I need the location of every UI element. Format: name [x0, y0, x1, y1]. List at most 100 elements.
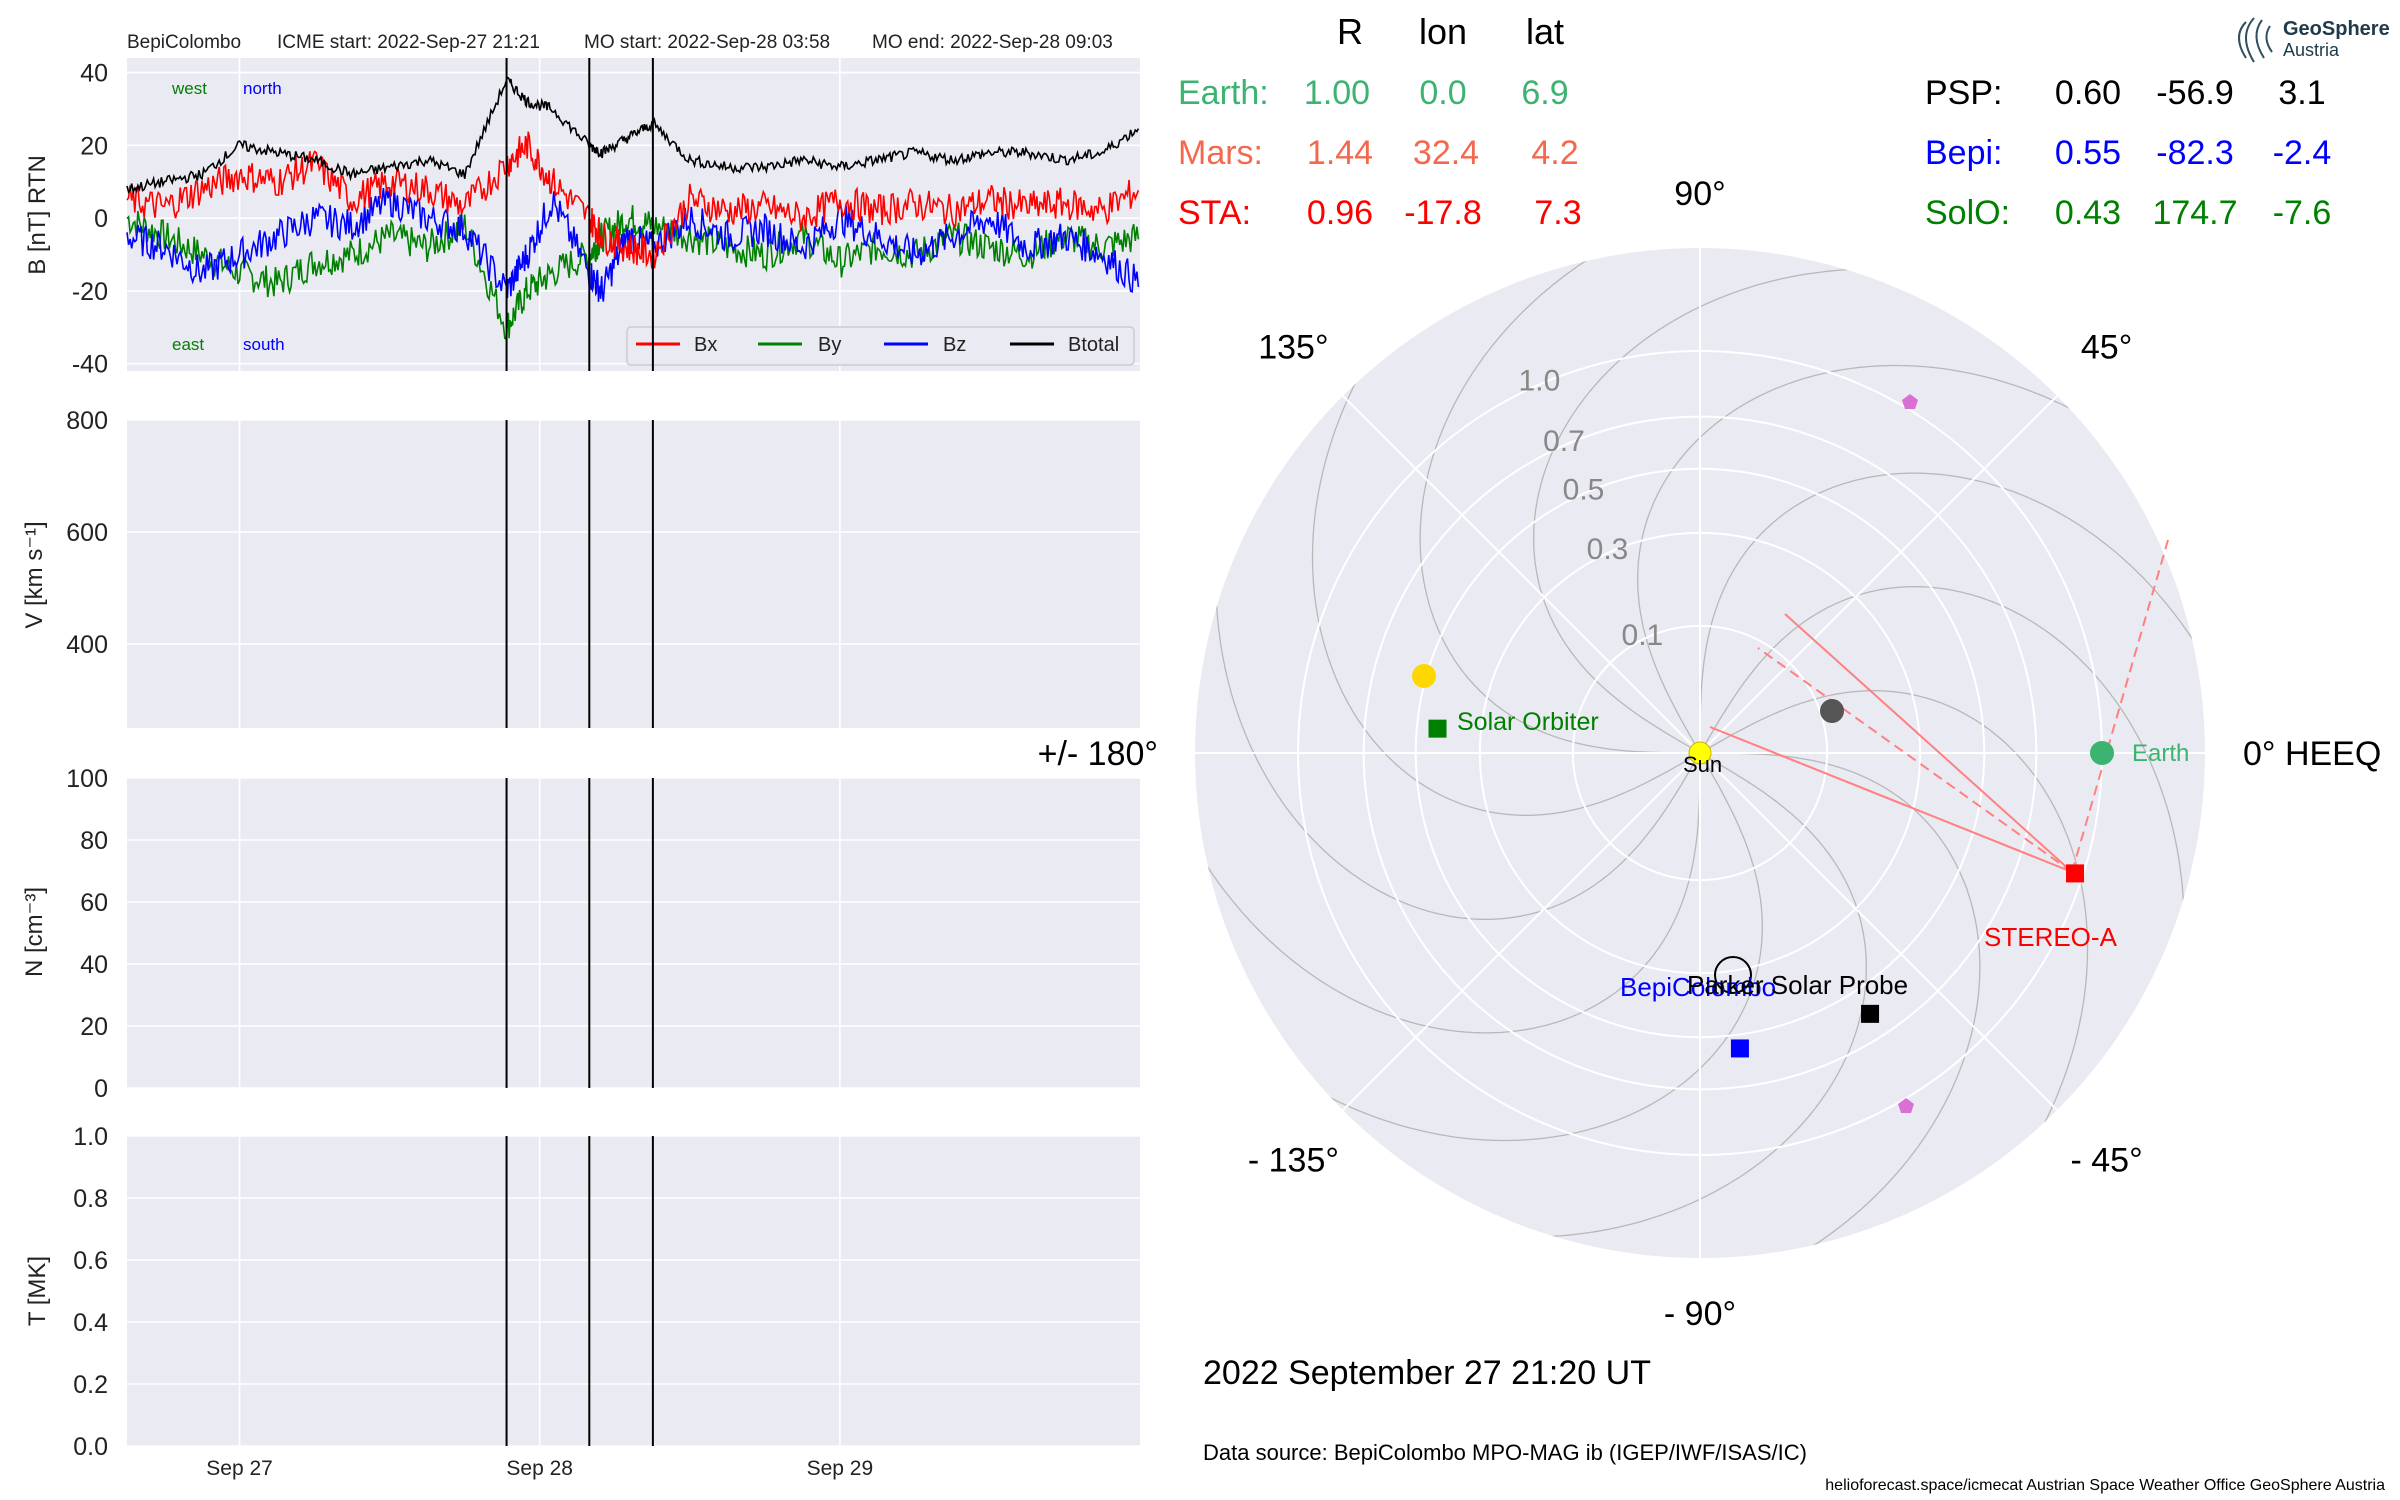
- speed-grid: [127, 419, 1140, 728]
- polar-label-psp: Parker Solar Probe: [1687, 970, 1908, 1000]
- ytick-label: 60: [80, 889, 108, 917]
- violet-marker-lower: [1898, 1098, 1914, 1113]
- polar-rtick-label: 0.5: [1563, 473, 1605, 506]
- temperature-panel-bg: [127, 1136, 1140, 1446]
- parker-spiral-line: [1699, 690, 2089, 1171]
- parker-spiral-line: [1699, 586, 2185, 957]
- magnetic-field-series: [126, 76, 1140, 341]
- polar-radial-ticks: 0.1 0.3 0.5 0.7 1.0: [1519, 364, 1664, 652]
- parker-spiral-line: [1419, 248, 1701, 754]
- density-panel: 100 80 60 40 20 0 N [cm⁻³]: [21, 765, 1140, 1103]
- temperature-panel: 1.0 0.8 0.6 0.4 0.2 0.0 Sep 27 Sep 28 Sep 29 T …: [24, 1123, 1140, 1480]
- magnetic-field-ylabel: B [nT] RTN: [24, 155, 51, 275]
- xtick-label: Sep 28: [506, 1457, 573, 1480]
- sta-line-1: [1784, 613, 2073, 873]
- parker-spiral-line: [1533, 268, 1904, 754]
- xtick-label: Sep 29: [807, 1457, 874, 1480]
- parker-spiral-line: [1637, 364, 2118, 754]
- polar-rtick-label: 0.1: [1622, 619, 1664, 652]
- ytick-label: -40: [72, 351, 108, 379]
- ytick-label: 20: [80, 1013, 108, 1041]
- legend-label-bz: Bz: [943, 334, 966, 356]
- polar-grid-spoke: [1699, 752, 2058, 1111]
- xtick-label: Sep 27: [206, 1457, 273, 1480]
- table-row-psp: PSP: 0.60 -56.9 3.1: [1925, 74, 2326, 112]
- point-sun: [1688, 741, 1712, 765]
- annotation-north: north: [243, 79, 282, 98]
- ytick-label: 0.6: [73, 1247, 108, 1275]
- magnetic-field-yticks: 40 20 0 -20 -40: [72, 60, 108, 379]
- grey-marker: [1820, 699, 1844, 723]
- event-boundary-lines: [505, 58, 654, 1446]
- ytick-label: 800: [66, 407, 108, 435]
- ytick-label: 400: [66, 631, 108, 659]
- table-sta-r: 0.96: [1307, 194, 1373, 232]
- table-mars-label: Mars:: [1178, 134, 1263, 172]
- legend-label-btotal: Btotal: [1068, 334, 1119, 356]
- header-mo-start: MO start: 2022-Sep-28 03:58: [584, 32, 830, 53]
- point-stereo-a: [2066, 864, 2085, 883]
- legend-label-by: By: [818, 334, 841, 356]
- polar-angle-label: - 45°: [2070, 1142, 2142, 1180]
- table-sta-lat: 7.3: [1534, 194, 1581, 232]
- table-bepi-lon: -82.3: [2156, 134, 2234, 172]
- ytick-label: 1.0: [73, 1123, 108, 1151]
- header-mo-end: MO end: 2022-Sep-28 09:03: [872, 32, 1113, 53]
- table-row-sta: STA: 0.96 -17.8 7.3: [1178, 194, 1582, 232]
- series-bz: [126, 187, 1140, 302]
- polar-grid-spoke: [1699, 395, 2058, 754]
- header-spacecraft: BepiColombo: [127, 32, 241, 53]
- polar-rtick-label: 1.0: [1519, 364, 1561, 397]
- polar-angle-label: +/- 180°: [1038, 735, 1158, 773]
- table-row-earth: Earth: 1.00 0.0 6.9: [1178, 74, 1569, 112]
- density-yticks: 100 80 60 40 20 0: [66, 765, 108, 1103]
- table-bepi-label: Bepi:: [1925, 134, 2003, 172]
- sta-line-2: [1709, 726, 2073, 873]
- ytick-label: 40: [80, 60, 108, 88]
- parker-spiral-line: [1699, 752, 1981, 1258]
- footer-datetime: 2022 September 27 21:20 UT: [1203, 1354, 1651, 1392]
- point-bepicolombo: [1730, 1039, 1749, 1058]
- speed-yticks: 800 600 400: [66, 407, 108, 659]
- table-header-lon: lon: [1419, 11, 1467, 52]
- temperature-grid: [127, 1135, 1140, 1447]
- ytick-label: 40: [80, 951, 108, 979]
- parker-spiral-line: [1282, 752, 1763, 1142]
- table-mars-r: 1.44: [1307, 134, 1373, 172]
- table-psp-lon: -56.9: [2156, 74, 2234, 112]
- parker-spiral-line: [1311, 335, 1701, 816]
- table-mars-lon: 32.4: [1413, 134, 1479, 172]
- legend-box: [626, 326, 1135, 366]
- ytick-label: 20: [80, 132, 108, 160]
- parker-spiral-line: [1496, 752, 1867, 1238]
- magnetic-field-panel: 40 20 0 -20 -40 B [nT] RTN west north east s…: [24, 58, 1140, 379]
- point-earth: [2090, 741, 2114, 765]
- ytick-label: -20: [72, 278, 108, 306]
- magnetic-field-legend: Bx By Bz Btotal: [626, 326, 1135, 366]
- polar-angle-labels: 90° 45° 0° HEEQ - 45° - 90° - 135° +/- 180° 135…: [1038, 175, 2382, 1333]
- table-solo-label: SolO:: [1925, 194, 2010, 232]
- logo-line1: GeoSphere: [2283, 18, 2390, 40]
- series-by: [126, 205, 1140, 341]
- table-sta-label: STA:: [1178, 194, 1251, 232]
- position-table: R lon lat Earth: 1.00 0.0 6.9 Mars: 1.44…: [1178, 11, 2331, 232]
- density-grid: [127, 777, 1140, 1089]
- polar-grid-spoke: [1342, 395, 1701, 754]
- ytick-label: 600: [66, 519, 108, 547]
- polar-points: [1428, 719, 2114, 1058]
- series-btotal: [126, 76, 1140, 195]
- table-earth-r: 1.00: [1304, 74, 1370, 112]
- legend-label-bx: Bx: [694, 334, 717, 356]
- ytick-label: 0.4: [73, 1309, 108, 1337]
- polar-rtick-label: 0.3: [1587, 533, 1629, 566]
- speed-ylabel: V [km s⁻¹]: [21, 521, 48, 628]
- table-solo-r: 0.43: [2055, 194, 2121, 232]
- footer-credits: helioforecast.space/icmecat Austrian Spa…: [1825, 1477, 2385, 1494]
- ytick-label: 80: [80, 827, 108, 855]
- polar-angle-label: 45°: [2081, 328, 2132, 366]
- table-header-r: R: [1337, 11, 1363, 52]
- sta-line-dashed-2: [2071, 539, 2169, 873]
- temperature-xticks: Sep 27 Sep 28 Sep 29: [206, 1457, 873, 1480]
- footer-source: Data source: BepiColombo MPO-MAG ib (IGE…: [1203, 1440, 1807, 1465]
- ytick-label: 0: [94, 1075, 108, 1103]
